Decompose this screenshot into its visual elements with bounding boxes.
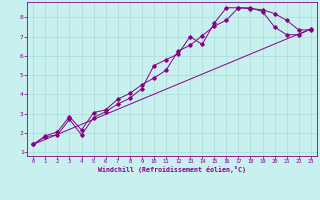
X-axis label: Windchill (Refroidissement éolien,°C): Windchill (Refroidissement éolien,°C) [98, 166, 246, 173]
